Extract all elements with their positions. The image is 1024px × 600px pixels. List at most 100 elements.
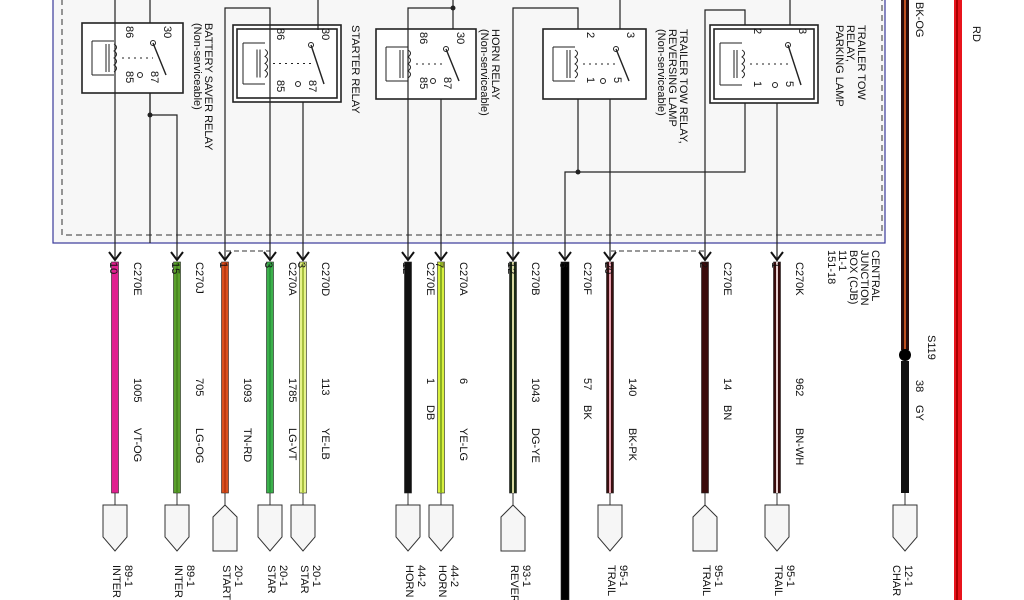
red-wire-color: RD [970, 26, 982, 42]
relay-coil-icon [264, 49, 268, 78]
wire-color-code: BK-PK [626, 428, 638, 462]
connector-id: C270K [793, 262, 805, 296]
charge-dest-name: CHAR [890, 565, 902, 596]
connector-arrow-icon [296, 251, 310, 262]
wire-body [404, 261, 412, 494]
internal-circuit-line [704, 9, 746, 258]
connector-id: C270E [721, 262, 733, 296]
destination-id: 95-1 [784, 565, 796, 587]
destination-name: INTER [110, 565, 122, 598]
circuit-number: 1 [424, 378, 436, 384]
connector-pin: 7 [433, 262, 445, 268]
destination-id: 20-1 [310, 565, 322, 587]
circuit-number: 1093 [241, 378, 253, 402]
relay-contact [600, 78, 606, 84]
relay-core [733, 50, 738, 78]
wire-color-code: DB [424, 405, 436, 420]
relay-box [81, 22, 184, 94]
relay-pin-label: 2 [584, 32, 596, 38]
wire-stripe [609, 262, 611, 493]
wire-body [701, 261, 709, 494]
circuit-number: 962 [793, 378, 805, 396]
relay-pin-label: 86 [274, 28, 286, 40]
destination-connector [212, 504, 238, 552]
relay-title: HORN RELAY [489, 29, 501, 100]
relay-pin-label: 2 [751, 28, 763, 34]
relay-contact [430, 78, 436, 84]
destination-name: TRAIL [700, 565, 712, 596]
relay-resistor [242, 42, 265, 85]
relay-resistor [552, 46, 575, 82]
relay-subtitle: PARKING LAMP [833, 25, 845, 107]
relay-pin-label: 87 [306, 80, 318, 92]
connector-arrow-icon [170, 251, 184, 262]
relay-switch-icon [787, 44, 802, 86]
relay-box [542, 28, 647, 100]
connector-arrow-icon [603, 251, 617, 262]
relay-pin-label: 30 [454, 32, 466, 44]
circuit-number: 57 [581, 378, 593, 390]
destination-name: INTER [172, 565, 184, 598]
relay-core [399, 50, 404, 78]
connector-pin: 6 [557, 262, 569, 268]
connector-arrow-icon [506, 251, 520, 262]
wire-color-code: DG-YE [529, 428, 541, 463]
splice-s119 [899, 349, 911, 361]
destination-name: TRAIL [772, 565, 784, 596]
relay-resistor [719, 42, 742, 86]
connector-pin: 20 [602, 262, 614, 274]
destination-connector [764, 504, 790, 552]
relay: 2 1 3 5 TRAILER TOW RELAY,REVERSING LAMP(Non… [542, 28, 689, 144]
relay-core [256, 49, 261, 78]
wire-stripe [176, 262, 178, 493]
relay-switch-icon [615, 48, 630, 82]
internal-circuit-line [564, 99, 746, 258]
wire-body [111, 261, 119, 494]
connector-pin: 12 [505, 262, 517, 274]
relay-resistor [385, 46, 408, 82]
connector-arrow-icon [434, 251, 448, 262]
circuit-number: 6 [457, 378, 469, 384]
relay-pin-label: 1 [584, 77, 596, 83]
relay-pin-label: 30 [161, 26, 173, 38]
relay-title: STARTER RELAY [349, 25, 361, 114]
destination-connector [290, 504, 316, 552]
wire-stripe [302, 262, 304, 493]
relay-pin-label: 3 [624, 32, 636, 38]
wire-color-code: LG-VT [286, 428, 298, 461]
connector-arrow-icon [218, 251, 232, 262]
destination-name: STAR [298, 565, 310, 594]
connector-pin: 3 [295, 262, 307, 268]
circuit-number: 113 [319, 378, 331, 396]
destination-id: 95-1 [712, 565, 724, 587]
relay-coil-icon [741, 49, 745, 79]
connector-id: C270D [319, 262, 331, 296]
connector-id: C270J [193, 262, 205, 294]
internal-circuit-line [512, 7, 579, 258]
relay-pin-label: 87 [148, 71, 160, 83]
cjb-dashed-boundary [61, 0, 883, 236]
relay-pin-label: 3 [796, 28, 808, 34]
relay-subtitle: (Non-serviceable) [478, 29, 490, 116]
circuit-number: 140 [626, 378, 638, 396]
connector-pin: 1 [769, 262, 781, 268]
wire-stripe [776, 262, 778, 493]
relay-coil-icon [574, 49, 578, 79]
junction-dot [450, 5, 456, 11]
relay-coil-icon [113, 43, 117, 73]
wire-color-code: LG-OG [193, 428, 205, 463]
destination-id: 95-1 [617, 565, 629, 587]
cjb-label-line5: 151-18 [825, 250, 837, 284]
cjb-label-line1: CENTRAL [869, 250, 881, 301]
relay-title-line2: REVERSING LAMP [666, 29, 678, 127]
relay-switch-icon [152, 42, 167, 76]
destination-connector [428, 504, 454, 552]
relay-pin-label: 86 [123, 26, 135, 38]
relay-switch-icon [310, 44, 325, 85]
